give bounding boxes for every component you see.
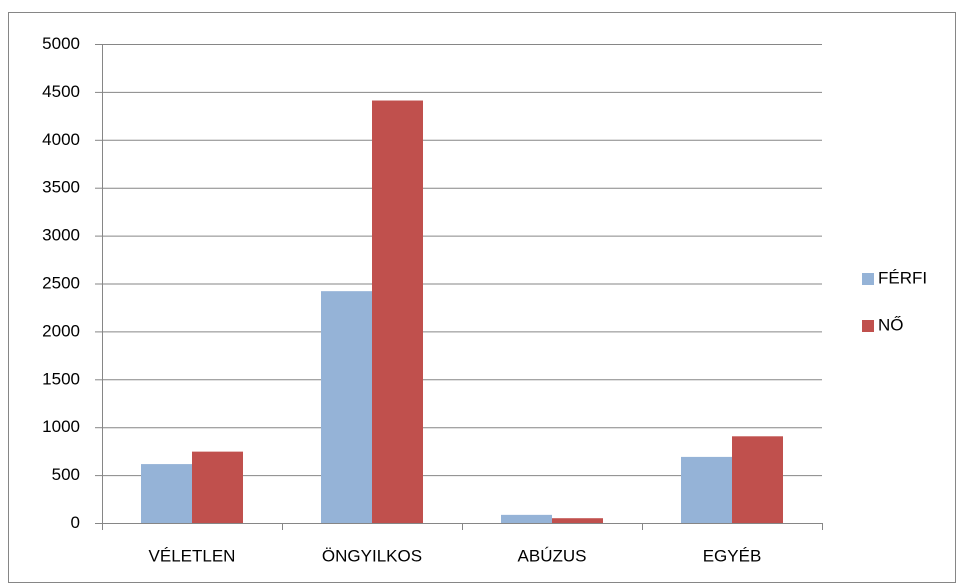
bar bbox=[321, 291, 372, 523]
legend-label: NŐ bbox=[878, 315, 904, 334]
bar bbox=[552, 518, 603, 523]
y-tick-label: 4000 bbox=[42, 130, 80, 149]
bar bbox=[192, 451, 243, 523]
x-tick-label: ÖNGYILKOS bbox=[322, 546, 422, 565]
y-tick-label: 500 bbox=[52, 465, 80, 484]
x-tick-label: ABÚZUS bbox=[518, 546, 587, 565]
y-tick-label: 2500 bbox=[42, 273, 80, 292]
y-tick-label: 5000 bbox=[42, 34, 80, 53]
legend-label: FÉRFI bbox=[878, 268, 927, 287]
y-tick-label: 3500 bbox=[42, 178, 80, 197]
y-tick-label: 4500 bbox=[42, 82, 80, 101]
y-tick-label: 0 bbox=[71, 513, 80, 532]
bar bbox=[141, 464, 192, 523]
y-tick-label: 2000 bbox=[42, 321, 80, 340]
x-tick-label: VÉLETLEN bbox=[149, 546, 236, 565]
legend-swatch bbox=[862, 273, 874, 285]
y-tick-label: 1500 bbox=[42, 369, 80, 388]
y-tick-label: 1000 bbox=[42, 417, 80, 436]
bar bbox=[681, 456, 732, 523]
y-tick-label: 3000 bbox=[42, 226, 80, 245]
x-tick-label: EGYÉB bbox=[703, 546, 762, 565]
bar bbox=[372, 100, 423, 523]
bar bbox=[501, 514, 552, 523]
bar bbox=[732, 436, 783, 523]
legend-swatch bbox=[862, 320, 874, 332]
